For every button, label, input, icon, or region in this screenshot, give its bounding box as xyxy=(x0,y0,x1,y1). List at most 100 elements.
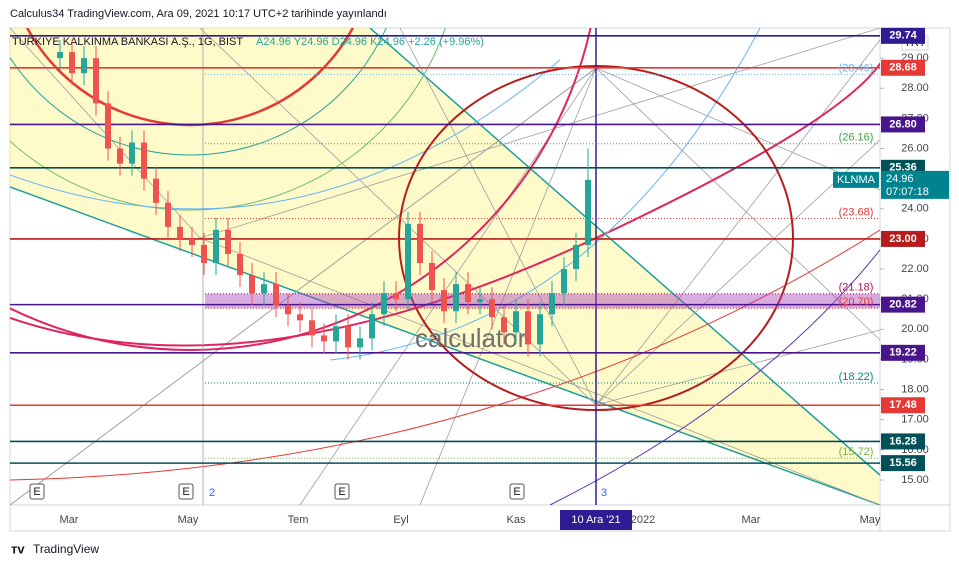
candle-body xyxy=(561,269,567,294)
candle-body xyxy=(513,311,519,333)
plot-layer xyxy=(10,35,880,464)
candle-body xyxy=(285,305,291,315)
level-label: 16.28 xyxy=(889,435,917,447)
event-label: E xyxy=(338,486,345,498)
candle-body xyxy=(273,284,279,306)
event-box xyxy=(178,483,194,500)
level-box xyxy=(881,296,925,313)
candle-body xyxy=(537,314,543,345)
candle-body xyxy=(381,293,387,315)
event-box xyxy=(29,483,45,500)
arc xyxy=(549,249,880,505)
level-box xyxy=(881,230,925,247)
date-highlight xyxy=(560,510,632,530)
candle-body xyxy=(489,299,495,318)
candle-body xyxy=(141,142,147,179)
candle-body xyxy=(345,326,351,348)
candle-body xyxy=(429,263,435,291)
candle-body xyxy=(405,223,411,300)
level-label: 28.68 xyxy=(889,62,917,74)
candle-body xyxy=(441,290,447,312)
ohlc-line: A24.96 Y24.96 D24.96 K24.96 +2.26 (+9.96… xyxy=(256,36,484,48)
price-tag-countdown: 07:07:18 xyxy=(886,186,929,198)
candle-body xyxy=(321,335,327,342)
note-label: (28.46) xyxy=(839,62,874,74)
candle-body xyxy=(525,311,531,345)
candle-body xyxy=(225,229,231,254)
candle-body xyxy=(57,52,63,59)
candle-body xyxy=(153,178,159,203)
symbol-tag-box xyxy=(833,171,879,188)
candle-body xyxy=(201,244,207,264)
candle-body xyxy=(213,229,219,264)
candle-body xyxy=(69,52,75,74)
y-tick-label: 18.00 xyxy=(901,383,929,395)
candle-body xyxy=(369,314,375,339)
footer: TradingView xyxy=(33,542,99,556)
note-label: (20.70) xyxy=(839,296,874,308)
level-box xyxy=(881,433,925,450)
candle-body xyxy=(549,293,555,315)
price-tag-box xyxy=(881,170,949,199)
candle-body xyxy=(309,320,315,336)
note-label: (18.22) xyxy=(839,371,874,383)
triangle-zone xyxy=(10,28,880,505)
level-label: 26.80 xyxy=(889,118,917,130)
candle-body xyxy=(249,275,255,294)
x-tick-label: Mar xyxy=(742,514,761,526)
candle-body xyxy=(165,202,171,227)
candle-body xyxy=(585,179,591,245)
note-label: (23.68) xyxy=(839,206,874,218)
y-tick-label: 20.00 xyxy=(901,323,929,335)
x-tick-label: Mar xyxy=(60,514,79,526)
level-label: 15.56 xyxy=(889,457,917,469)
x-tick-label: Kas xyxy=(507,514,526,526)
symbol-line: TÜRKİYE KALKINMA BANKASI A.Ş., 1G, BIST xyxy=(12,35,243,48)
level-box xyxy=(881,455,925,472)
price-tag-value: 24.96 xyxy=(886,173,914,185)
candle-body xyxy=(333,326,339,342)
arc xyxy=(10,28,387,156)
candle-body xyxy=(393,293,399,300)
note-label: (21.18) xyxy=(839,282,874,294)
symbol-tag: KLNMA xyxy=(837,174,876,186)
level-box xyxy=(881,344,925,361)
logo-mark: ᴛᴠ xyxy=(11,541,25,556)
candle-body xyxy=(261,284,267,294)
x-tick-label: May xyxy=(178,514,199,526)
arc xyxy=(329,28,761,361)
event-box xyxy=(509,483,525,500)
x-tick-label: Tem xyxy=(288,514,309,526)
arc xyxy=(10,28,446,211)
arc xyxy=(10,229,880,481)
watermark: calculator xyxy=(415,323,527,353)
header: Calculus34 TradingView.com, Ara 09, 2021… xyxy=(10,8,387,20)
note-label: (26.16) xyxy=(839,132,874,144)
event-label: E xyxy=(182,486,189,498)
candle-body xyxy=(93,58,99,104)
y-tick-label: 26.00 xyxy=(901,142,929,154)
x-tick-label: Eyl xyxy=(393,514,408,526)
price-band xyxy=(205,293,880,309)
y-tick-label: 24.00 xyxy=(901,203,929,215)
candle-body xyxy=(357,338,363,348)
candle-body xyxy=(105,103,111,149)
event-label: E xyxy=(33,486,40,498)
candle-body xyxy=(573,244,579,270)
candle-body xyxy=(237,253,243,276)
candle-body xyxy=(417,223,423,264)
trend-line xyxy=(369,28,880,476)
level-label: 29.74 xyxy=(889,30,917,42)
y-tick-label: 17.00 xyxy=(901,414,929,426)
level-label: 23.00 xyxy=(889,233,917,245)
candle-body xyxy=(477,299,483,303)
candle-body xyxy=(117,148,123,164)
level-box xyxy=(881,59,925,76)
event-box xyxy=(334,483,350,500)
y-tick-label: 22.00 xyxy=(901,263,929,275)
candle-body xyxy=(297,314,303,321)
candle-body xyxy=(189,238,195,245)
level-label: 19.22 xyxy=(889,347,917,359)
candle-body xyxy=(465,284,471,303)
level-label: 17.48 xyxy=(889,399,917,411)
